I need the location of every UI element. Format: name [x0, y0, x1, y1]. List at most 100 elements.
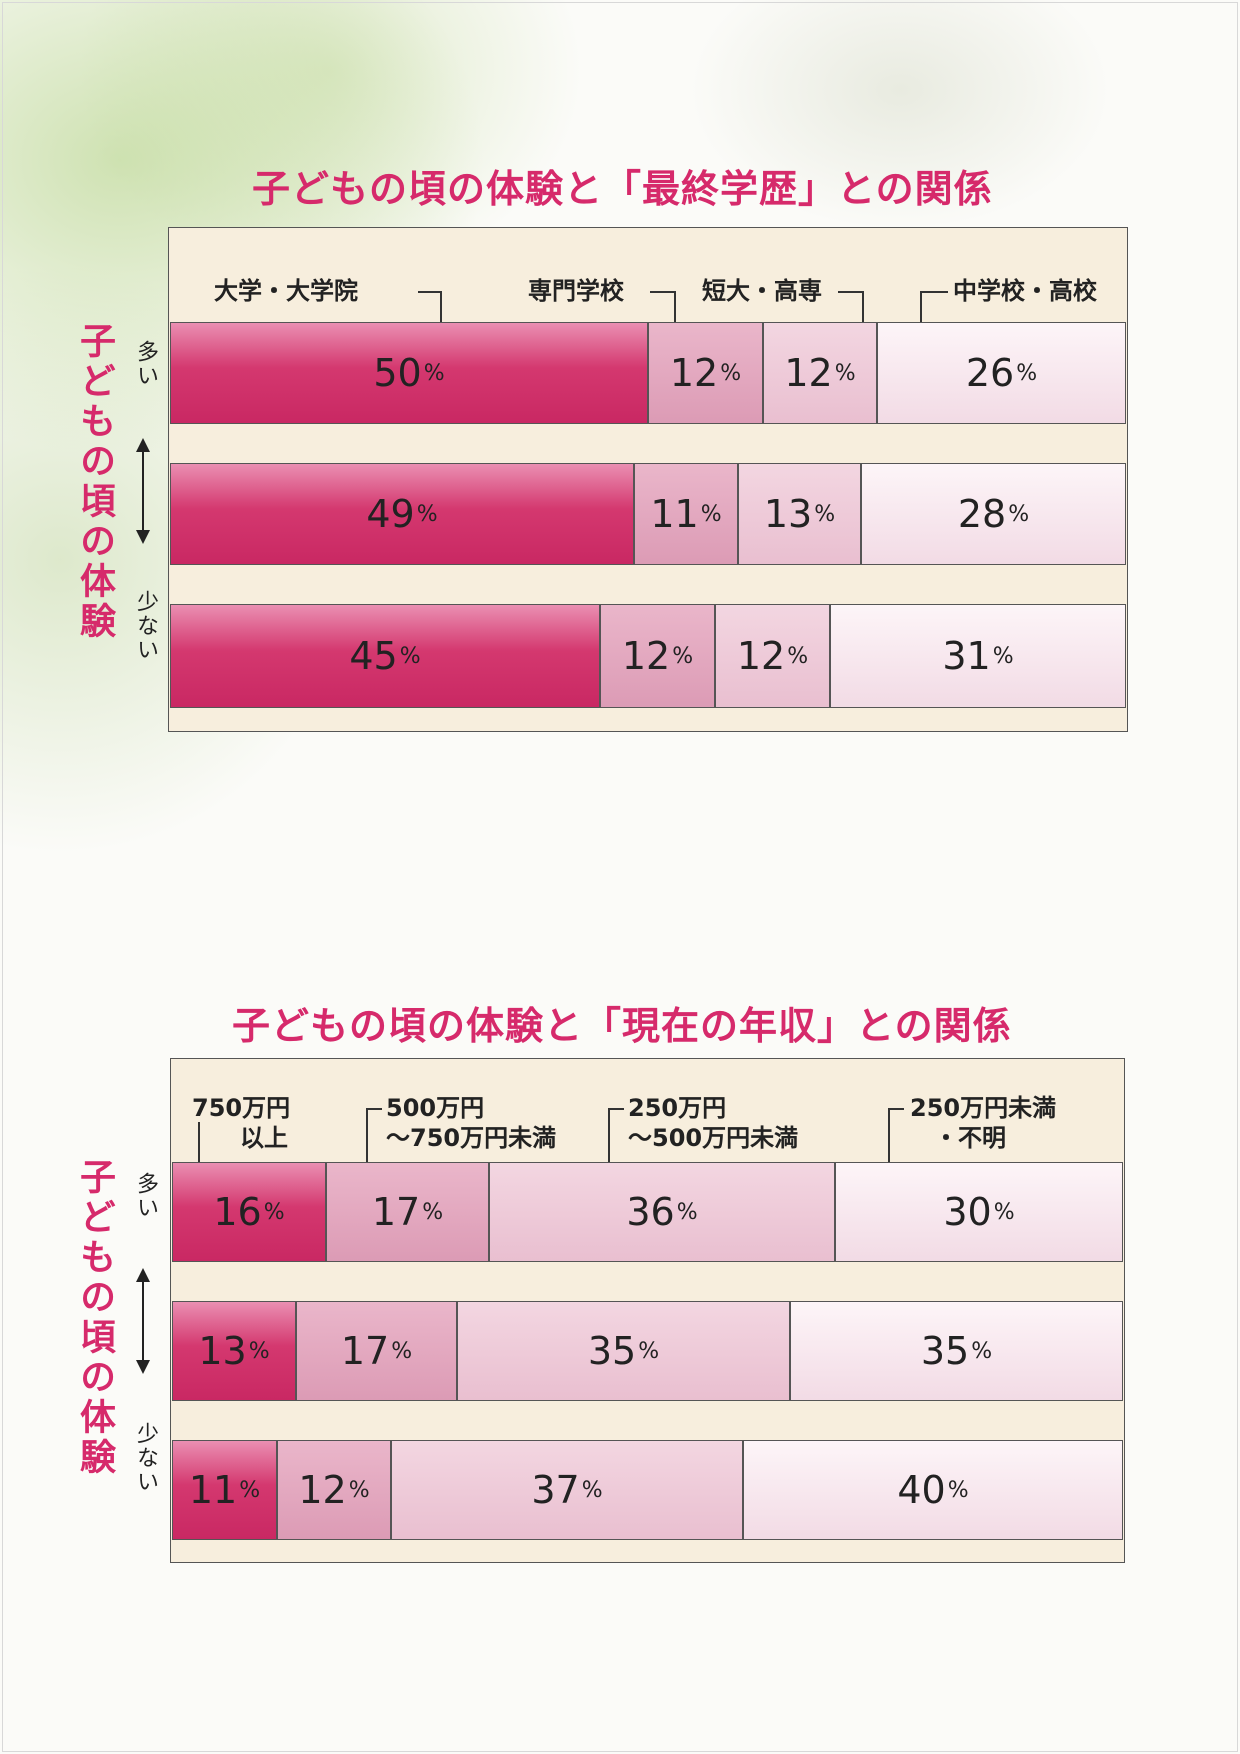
chart-1-bar-segment: 12% — [763, 322, 877, 424]
data-label-percent: % — [1008, 501, 1030, 527]
data-label-value: 36 — [626, 1190, 675, 1234]
data-label-value: 35 — [587, 1329, 637, 1373]
data-label-value: 12 — [621, 634, 671, 678]
chart-2-arrow-up-icon — [136, 1268, 150, 1282]
data-label-value: 17 — [371, 1190, 421, 1234]
data-label-percent: % — [391, 1338, 413, 1364]
data-label-percent: % — [581, 1477, 603, 1503]
data-label-value: 45 — [349, 634, 398, 678]
chart-2-bar-segment: 30% — [835, 1162, 1123, 1262]
chart-2-bar-segment: 17% — [326, 1162, 489, 1262]
chart-2-bar-row-2: 13% 17% 35% 35% — [172, 1301, 1123, 1401]
chart-1-bar-segment: 11% — [634, 463, 738, 565]
chart-2-bar-segment: 35% — [457, 1301, 790, 1401]
data-label-value: 16 — [213, 1190, 262, 1234]
data-label-percent: % — [992, 643, 1014, 669]
data-label-value: 49 — [366, 492, 415, 536]
chart-2-bar-segment: 17% — [296, 1301, 457, 1401]
chart-2-y-axis-label: 子どもの頃の体験 — [74, 1158, 115, 1478]
data-label-percent: % — [720, 360, 742, 386]
data-label-value: 12 — [669, 351, 719, 395]
chart-1-bar-row-1: 50% 12% 12% 26% — [170, 322, 1126, 424]
data-label-percent: % — [263, 1199, 285, 1225]
chart-2-legend-250-500: 250万円 ～500万円未満 — [628, 1094, 799, 1152]
chart-2-legend-750-over: 750万円 以上 — [192, 1094, 291, 1152]
data-label-value: 13 — [763, 492, 813, 536]
chart-2-leader-500-750 — [366, 1108, 382, 1182]
chart-2-title: 子どもの頃の体験と「現在の年収」との関係 — [232, 1004, 1012, 1048]
chart-1-leader-univ — [418, 291, 442, 337]
chart-1-legend-junior-college: 短大・高専 — [702, 277, 822, 305]
chart-1-legend-vocational: 専門学校 — [528, 277, 624, 305]
chart-2-leader-under-250 — [888, 1108, 904, 1182]
chart-1-bar-row-3: 45% 12% 12% 31% — [170, 604, 1126, 708]
data-label-value: 13 — [198, 1329, 247, 1373]
chart-1-legend-high-school: 中学校・高校 — [953, 277, 1097, 305]
chart-2-y-axis-top: 多い — [133, 1172, 158, 1220]
data-label-percent: % — [672, 643, 694, 669]
data-label-value: 37 — [531, 1468, 580, 1512]
data-label-percent: % — [971, 1338, 993, 1364]
chart-1-leader-junior-college — [838, 291, 864, 337]
chart-2-bar-segment: 11% — [172, 1440, 277, 1540]
chart-2-bar-segment: 40% — [743, 1440, 1123, 1540]
chart-2-leader-750-over — [198, 1122, 200, 1180]
chart-1-leader-vocational — [650, 291, 676, 337]
chart-2-bar-segment: 36% — [489, 1162, 835, 1262]
chart-1-bar-segment: 28% — [861, 463, 1126, 565]
data-label-value: 12 — [736, 634, 786, 678]
data-label-percent: % — [638, 1338, 660, 1364]
chart-1-title: 子どもの頃の体験と「最終学歴」との関係 — [252, 167, 993, 211]
chart-1-bar-segment: 26% — [877, 322, 1126, 424]
chart-1-y-axis-bottom: 少ない — [133, 590, 158, 662]
data-label-value: 31 — [942, 634, 991, 678]
chart-1-bar-segment: 50% — [170, 322, 648, 424]
chart-2-bar-row-3: 11% 12% 37% 40% — [172, 1440, 1123, 1540]
data-label-percent: % — [700, 501, 722, 527]
data-label-value: 12 — [298, 1468, 347, 1512]
chart-1-bar-row-2: 49% 11% 13% 28% — [170, 463, 1126, 565]
data-label-percent: % — [814, 501, 836, 527]
chart-1-bar-segment: 49% — [170, 463, 634, 565]
chart-2-bar-segment: 37% — [391, 1440, 743, 1540]
chart-1-bar-segment: 45% — [170, 604, 600, 708]
chart-2-bar-segment: 35% — [790, 1301, 1123, 1401]
data-label-percent: % — [947, 1477, 969, 1503]
chart-1-y-axis-top: 多い — [133, 340, 158, 388]
chart-2-arrow-down-icon — [136, 1360, 150, 1374]
chart-1-arrow-shaft — [142, 450, 144, 530]
data-label-value: 35 — [920, 1329, 970, 1373]
chart-1-y-axis-label: 子どもの頃の体験 — [74, 322, 115, 642]
data-label-percent: % — [676, 1199, 698, 1225]
data-label-value: 28 — [957, 492, 1007, 536]
chart-2-bar-segment: 12% — [277, 1440, 391, 1540]
chart-2-leader-250-500 — [608, 1108, 624, 1182]
chart-1-bar-segment: 12% — [715, 604, 830, 708]
chart-1-bar-segment: 13% — [738, 463, 861, 565]
data-label-percent: % — [1016, 360, 1038, 386]
chart-1-legend-univ: 大学・大学院 — [214, 277, 358, 305]
chart-2-bar-segment: 13% — [172, 1301, 296, 1401]
chart-1-bar-segment: 12% — [600, 604, 715, 708]
data-label-percent: % — [399, 643, 421, 669]
data-label-value: 50 — [373, 351, 422, 395]
data-label-percent: % — [248, 1338, 270, 1364]
data-label-percent: % — [993, 1199, 1015, 1225]
data-label-value: 17 — [340, 1329, 390, 1373]
chart-2-bar-segment: 16% — [172, 1162, 326, 1262]
chart-1-leader-high-school — [920, 291, 948, 337]
data-label-value: 30 — [943, 1190, 992, 1234]
chart-2-legend-under-250: 250万円未満 ・不明 — [910, 1094, 1057, 1152]
chart-1-bar-segment: 31% — [830, 604, 1126, 708]
data-label-value: 11 — [188, 1468, 238, 1512]
chart-2-bar-row-1: 16% 17% 36% 30% — [172, 1162, 1123, 1262]
chart-1-arrow-up-icon — [136, 438, 150, 452]
data-label-value: 12 — [784, 351, 833, 395]
chart-2-arrow-shaft — [142, 1280, 144, 1360]
data-label-percent: % — [422, 1199, 444, 1225]
chart-2-legend-500-750: 500万円 ～750万円未満 — [386, 1094, 557, 1152]
chart-1-bar-segment: 12% — [648, 322, 763, 424]
data-label-percent: % — [834, 360, 856, 386]
data-label-value: 11 — [650, 492, 699, 536]
data-label-value: 40 — [897, 1468, 946, 1512]
